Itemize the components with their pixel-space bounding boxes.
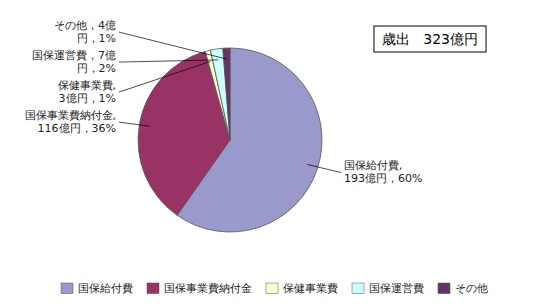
data-label-line: 国保運営費，7億 <box>32 49 116 62</box>
data-label-line: 193億円，60% <box>344 172 422 185</box>
legend-swatch <box>438 283 450 294</box>
background <box>0 0 549 307</box>
leader-line <box>119 32 227 59</box>
data-labels: 国保給付費,193億円，60% 国保事業費納付金,116億円，36% 保健事業費,3… <box>25 19 423 185</box>
legend-item: 国保給付費 <box>61 282 133 295</box>
legend-item: 保健事業費 <box>266 282 338 295</box>
legend-swatch <box>266 283 278 294</box>
data-label-line: 円，1% <box>77 32 116 45</box>
legend-item: 国保事業費納付金 <box>147 282 252 295</box>
data-label: その他，4億円，1% <box>54 19 116 45</box>
data-label-line: 保健事業費, <box>58 79 117 92</box>
legend-swatch <box>61 283 73 294</box>
leader-line <box>307 164 341 172</box>
data-label-line: 国保事業費納付金, <box>25 109 117 122</box>
data-label: 国保給付費,193億円，60% <box>344 159 422 185</box>
leader-line <box>119 122 150 126</box>
leader-line <box>119 61 211 92</box>
title-box: 歳出 323億円 <box>374 26 486 52</box>
pie-slice <box>210 48 230 140</box>
data-label-line: 116億円，36% <box>38 122 116 135</box>
data-label-line: 円，2% <box>77 62 116 75</box>
legend-label: 国保給付費 <box>78 282 133 295</box>
title-frame <box>374 26 486 52</box>
data-label: 国保運営費，7億円，2% <box>32 49 116 75</box>
legend-label: 国保事業費納付金 <box>164 282 252 295</box>
legend-label: その他 <box>455 282 488 295</box>
legend-item: その他 <box>438 282 488 295</box>
data-label-line: 3億円，1% <box>59 92 116 105</box>
pie-slice <box>223 48 230 140</box>
legend-item: 国保運営費 <box>352 282 424 295</box>
leader-line <box>119 60 218 62</box>
chart: 国保給付費,193億円，60% 国保事業費納付金,116億円，36% 保健事業費,3… <box>0 0 549 307</box>
legend-swatch <box>147 283 159 294</box>
data-label: 保健事業費,3億円，1% <box>58 79 117 105</box>
data-label-line: 国保給付費, <box>344 159 403 172</box>
data-label: 国保事業費納付金,116億円，36% <box>25 109 117 135</box>
data-label-line: その他，4億 <box>54 19 116 32</box>
title: 歳出 323億円 <box>382 31 478 47</box>
legend: 国保給付費 国保事業費納付金 保健事業費 国保運営費 その他 <box>61 282 488 295</box>
legend-label: 国保運営費 <box>369 282 424 295</box>
pie <box>138 48 322 232</box>
legend-swatch <box>352 283 364 294</box>
legend-label: 保健事業費 <box>283 282 338 295</box>
